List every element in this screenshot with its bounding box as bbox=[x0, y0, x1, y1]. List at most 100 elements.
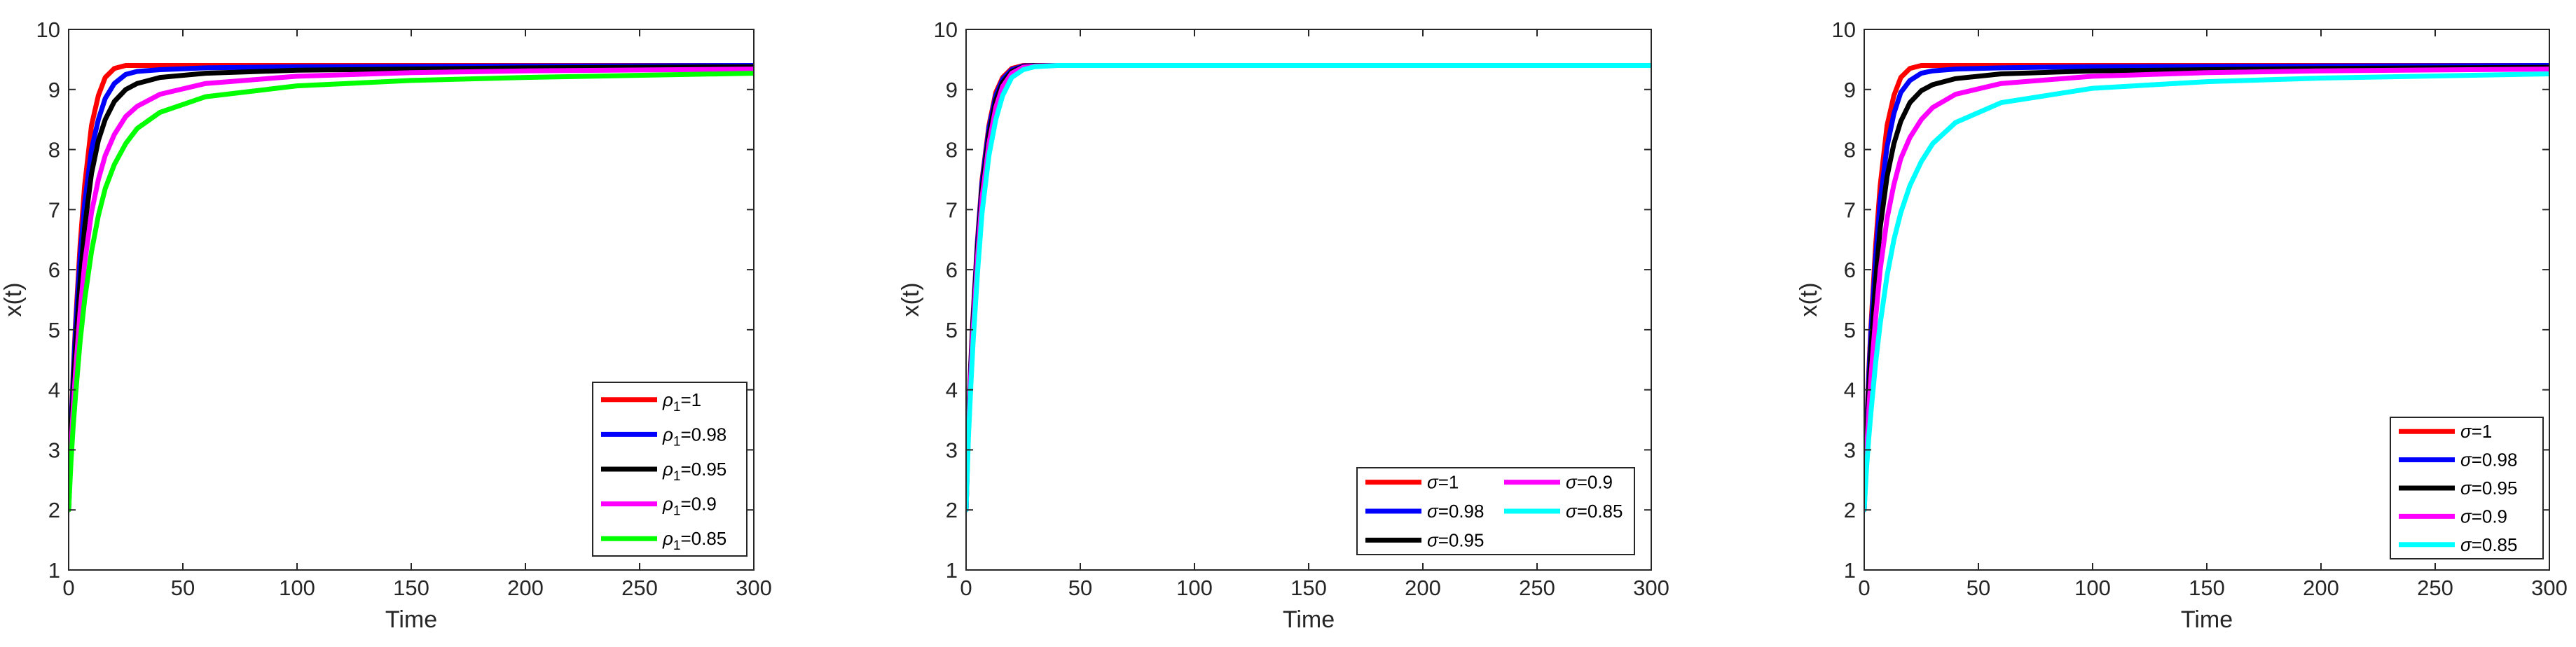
legend-value: =0.95 bbox=[2472, 478, 2518, 499]
y-tick-label: 5 bbox=[1844, 318, 1856, 342]
y-tick-label: 2 bbox=[1844, 498, 1856, 522]
y-tick-label: 8 bbox=[946, 138, 958, 162]
x-tick-label: 250 bbox=[621, 576, 658, 600]
x-tick-label: 50 bbox=[171, 576, 195, 600]
y-axis-label: x(t) bbox=[897, 282, 924, 316]
x-axis-label: Time bbox=[385, 606, 437, 633]
y-tick-label: 4 bbox=[1844, 378, 1856, 403]
legend-symbol: σ bbox=[2460, 450, 2472, 471]
legend-symbol: σ bbox=[2460, 506, 2472, 527]
legend-symbol: σ bbox=[1427, 501, 1439, 522]
legend-symbol: ρ bbox=[662, 494, 673, 515]
y-tick-label: 6 bbox=[1844, 258, 1856, 282]
y-tick-label: 3 bbox=[1844, 438, 1856, 462]
series-group bbox=[1864, 63, 2549, 513]
legend-entry-1: ρ1=0.98 bbox=[662, 424, 726, 449]
y-tick-label: 4 bbox=[946, 378, 958, 403]
x-tick-label: 150 bbox=[1290, 576, 1327, 600]
legend-entry-3: ρ1=0.9 bbox=[662, 494, 717, 519]
legend-entry-2: ρ1=0.95 bbox=[662, 459, 726, 484]
x-tick-label: 100 bbox=[1176, 576, 1213, 600]
legend-subscript: 1 bbox=[673, 504, 681, 519]
legend-symbol: σ bbox=[1427, 472, 1439, 493]
x-tick-label: 100 bbox=[2074, 576, 2111, 600]
y-tick-label: 1 bbox=[1844, 558, 1856, 583]
legend-symbol: σ bbox=[2460, 478, 2472, 499]
y-tick-label: 8 bbox=[48, 138, 60, 162]
legend-symbol: ρ bbox=[662, 389, 673, 410]
x-tick-label: 100 bbox=[279, 576, 315, 600]
x-tick-label: 0 bbox=[960, 576, 972, 600]
series-line-4 bbox=[69, 71, 754, 513]
y-tick-label: 2 bbox=[48, 498, 60, 522]
y-tick-label: 5 bbox=[48, 318, 60, 342]
legend-value: =0.95 bbox=[680, 459, 726, 480]
y-tick-label: 6 bbox=[48, 258, 60, 282]
y-tick-label: 3 bbox=[48, 438, 60, 462]
legend-value: =0.98 bbox=[1438, 501, 1485, 522]
y-tick-label: 9 bbox=[946, 78, 958, 102]
series-line-4 bbox=[966, 63, 1651, 513]
y-tick-label: 7 bbox=[946, 197, 958, 222]
x-tick-label: 300 bbox=[1633, 576, 1669, 600]
x-tick-label: 200 bbox=[2303, 576, 2339, 600]
legend-symbol: σ bbox=[2460, 534, 2472, 555]
y-tick-label: 3 bbox=[946, 438, 958, 462]
y-tick-label: 6 bbox=[946, 258, 958, 282]
legend-symbol: ρ bbox=[662, 424, 673, 445]
y-tick-label: 1 bbox=[48, 558, 60, 583]
legend-entry-3: σ=0.9 bbox=[2460, 506, 2507, 527]
x-axis-label: Time bbox=[2181, 606, 2233, 633]
x-tick-label: 300 bbox=[736, 576, 772, 600]
legend-entry-1: σ=0.98 bbox=[1427, 501, 1484, 522]
chart-panel-sigma: 0 50 100 150 200 250 30012345678910Timex(t)σ=1… bbox=[1796, 18, 2568, 633]
x-tick-label: 250 bbox=[1519, 576, 1555, 600]
y-tick-label: 7 bbox=[48, 197, 60, 222]
legend-subscript: 1 bbox=[673, 538, 681, 553]
series-line-3 bbox=[1864, 67, 2549, 513]
legend-value: =0.9 bbox=[1577, 472, 1613, 493]
chart-panel-rho: 0 50 100 150 200 250 30012345678910Timex(t)ρ1=… bbox=[0, 18, 772, 633]
y-tick-label: 5 bbox=[946, 318, 958, 342]
x-tick-label: 0 bbox=[1858, 576, 1870, 600]
y-tick-label: 1 bbox=[946, 558, 958, 583]
x-tick-label: 0 bbox=[62, 576, 74, 600]
legend-value: =1 bbox=[1438, 472, 1459, 493]
y-axis-label: x(t) bbox=[0, 282, 27, 316]
legend-entry-0: ρ1=1 bbox=[662, 389, 701, 415]
y-axis-label: x(t) bbox=[1796, 282, 1822, 316]
x-tick-label: 150 bbox=[393, 576, 429, 600]
y-tick-label: 10 bbox=[1832, 18, 1856, 42]
legend-value: =0.85 bbox=[680, 528, 726, 549]
legend-symbol: σ bbox=[1566, 501, 1578, 522]
legend-symbol: σ bbox=[1566, 472, 1578, 493]
legend-symbol: ρ bbox=[662, 528, 673, 549]
legend-entry-0: σ=1 bbox=[2460, 421, 2492, 442]
y-tick-label: 10 bbox=[934, 18, 958, 42]
legend-value: =1 bbox=[680, 389, 701, 410]
series-group bbox=[69, 63, 754, 513]
x-axis-label: Time bbox=[1283, 606, 1335, 633]
legend: σ=1σ=0.98σ=0.95σ=0.9σ=0.85 bbox=[2390, 417, 2544, 559]
y-tick-label: 2 bbox=[946, 498, 958, 522]
legend-symbol: σ bbox=[2460, 421, 2472, 442]
x-tick-label: 200 bbox=[1405, 576, 1441, 600]
legend-symbol: ρ bbox=[662, 459, 673, 480]
legend: σ=1σ=0.98σ=0.95σ=0.9σ=0.85 bbox=[1356, 467, 1635, 555]
legend-value: =1 bbox=[2472, 421, 2493, 442]
legend-value: =0.98 bbox=[680, 424, 726, 445]
x-tick-label: 300 bbox=[2531, 576, 2568, 600]
legend-symbol: σ bbox=[1427, 529, 1439, 550]
series-group bbox=[966, 63, 1651, 513]
legend-entry-4: ρ1=0.85 bbox=[662, 528, 726, 553]
y-tick-label: 9 bbox=[1844, 78, 1856, 102]
y-tick-label: 9 bbox=[48, 78, 60, 102]
legend-entry-2: σ=0.95 bbox=[1427, 529, 1484, 550]
legend-value: =0.98 bbox=[2472, 450, 2518, 471]
legend-value: =0.85 bbox=[1577, 501, 1623, 522]
legend-entry-4: σ=0.85 bbox=[1566, 501, 1623, 522]
legend-entry-0: σ=1 bbox=[1427, 472, 1459, 493]
x-tick-label: 200 bbox=[507, 576, 544, 600]
